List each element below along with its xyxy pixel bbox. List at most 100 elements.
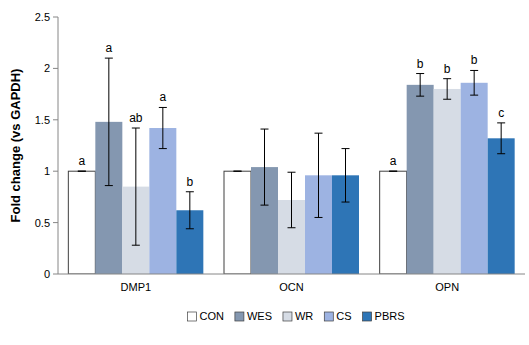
y-tick-label: 2.5 <box>35 11 50 23</box>
error-cap <box>78 171 86 172</box>
error-line <box>162 107 163 148</box>
error-bar <box>132 128 140 245</box>
significance-letter: b <box>471 53 478 67</box>
y-tick-label: 0.5 <box>35 217 50 229</box>
significance-letter: a <box>105 41 112 55</box>
error-cap <box>105 185 113 186</box>
legend-label: WES <box>247 310 272 322</box>
x-tick-label: DMP1 <box>121 281 152 293</box>
significance-letter: b <box>444 62 451 76</box>
bar <box>434 89 461 274</box>
error-bar <box>497 123 505 154</box>
error-cap <box>78 171 86 172</box>
bar <box>149 128 176 274</box>
error-bar <box>186 192 194 229</box>
error-bar <box>159 107 167 148</box>
y-tick <box>53 68 58 69</box>
error-line <box>447 79 448 100</box>
legend-swatch <box>187 312 196 321</box>
error-cap <box>234 171 242 172</box>
significance-letter: a <box>390 154 397 168</box>
significance-letter: b <box>186 175 193 189</box>
legend-label: PBRS <box>375 310 405 322</box>
error-cap <box>443 99 451 100</box>
error-cap <box>389 171 397 172</box>
error-cap <box>288 172 296 173</box>
error-cap <box>315 133 323 134</box>
error-line <box>318 133 319 217</box>
error-bar <box>78 171 86 172</box>
error-cap <box>132 245 140 246</box>
error-cap <box>186 191 194 192</box>
bar <box>461 83 488 274</box>
error-cap <box>416 73 424 74</box>
y-tick <box>53 274 58 275</box>
significance-letter: b <box>417 57 424 71</box>
error-bar <box>416 74 424 97</box>
y-tick <box>53 222 58 223</box>
legend-swatch <box>235 312 244 321</box>
error-cap <box>389 171 397 172</box>
significance-letter: c <box>498 106 504 120</box>
error-line <box>291 172 292 228</box>
error-line <box>420 74 421 97</box>
error-line <box>264 129 265 205</box>
error-bar <box>443 79 451 100</box>
error-cap <box>261 129 269 130</box>
x-axis <box>58 274 525 275</box>
error-bar <box>261 129 269 205</box>
x-tick-label: OPN <box>435 281 459 293</box>
error-cap <box>186 228 194 229</box>
error-cap <box>470 70 478 71</box>
legend: CON WES WR CS PBRS <box>187 310 404 322</box>
y-axis <box>58 17 59 274</box>
error-cap <box>443 78 451 79</box>
y-tick-label: 2 <box>44 62 50 74</box>
significance-letter: a <box>78 154 85 168</box>
error-cap <box>470 95 478 96</box>
error-bar <box>342 149 350 202</box>
y-tick-label: 1.5 <box>35 114 50 126</box>
y-tick <box>53 119 58 120</box>
error-cap <box>497 122 505 123</box>
error-cap <box>315 217 323 218</box>
error-bar <box>315 133 323 217</box>
error-bar <box>288 172 296 228</box>
bar <box>488 138 515 274</box>
chart: 00.511.522.5Fold change (vs GAPDH)aaabab… <box>0 0 529 345</box>
legend-label: CS <box>336 310 351 322</box>
error-bar <box>389 171 397 172</box>
bar <box>68 171 95 274</box>
error-bar <box>105 58 113 185</box>
bar <box>224 171 251 274</box>
error-line <box>474 70 475 95</box>
error-bar <box>470 70 478 95</box>
legend-label: CON <box>199 310 224 322</box>
significance-letter: ab <box>129 111 143 125</box>
significance-letter: a <box>159 90 166 104</box>
error-cap <box>261 205 269 206</box>
legend-label: WR <box>295 310 313 322</box>
legend-swatch <box>363 312 372 321</box>
error-cap <box>342 148 350 149</box>
bars <box>68 58 514 274</box>
annotations: aaabababbbc <box>78 41 504 189</box>
error-cap <box>105 58 113 59</box>
error-cap <box>159 107 167 108</box>
error-line <box>189 192 190 229</box>
error-cap <box>234 171 242 172</box>
legend-swatch <box>283 312 292 321</box>
y-tick <box>53 171 58 172</box>
error-bar <box>234 171 242 172</box>
error-line <box>135 128 136 245</box>
y-tick-label: 1 <box>44 165 50 177</box>
error-cap <box>159 148 167 149</box>
error-cap <box>416 96 424 97</box>
bar <box>407 85 434 274</box>
legend-swatch <box>324 312 333 321</box>
error-cap <box>288 227 296 228</box>
error-cap <box>132 128 140 129</box>
error-line <box>345 149 346 202</box>
x-tick-label: OCN <box>279 281 304 293</box>
error-line <box>501 123 502 154</box>
